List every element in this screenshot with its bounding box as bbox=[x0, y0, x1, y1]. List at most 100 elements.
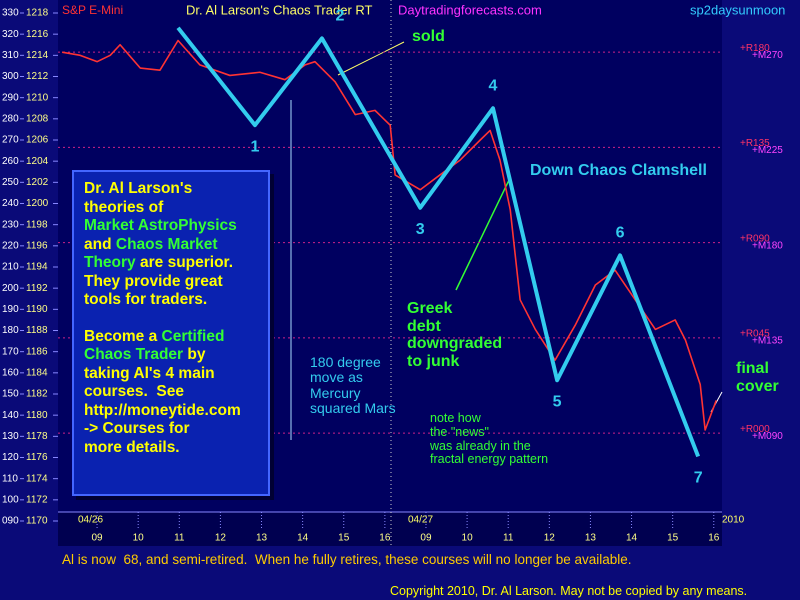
y-tick-label: 1210 bbox=[26, 92, 49, 103]
y-tick-label: 1182 bbox=[26, 389, 48, 400]
info-text: taking Al's 4 main bbox=[84, 364, 215, 382]
annotation: Greek debt downgraded to junk bbox=[407, 300, 503, 370]
y2-tick-label: 120 bbox=[2, 452, 19, 463]
info-text: Dr. Al Larson's bbox=[84, 180, 193, 197]
instrument: S&P E-Mini bbox=[62, 3, 123, 17]
y-tick-label: 1190 bbox=[26, 304, 48, 315]
level-m-label: +M270 bbox=[752, 50, 783, 61]
info-text: Chaos Trader bbox=[84, 346, 184, 363]
y2-tick-label: 210 bbox=[2, 262, 19, 273]
info-text: are superior. bbox=[135, 254, 234, 271]
sold-pointer bbox=[337, 41, 405, 76]
level-r-label: +R180 bbox=[740, 43, 770, 54]
price-line bbox=[61, 39, 717, 431]
info-line: They provide great bbox=[84, 273, 258, 292]
y-tick-label: 1194 bbox=[26, 262, 48, 273]
y-tick-label: 1172 bbox=[26, 494, 48, 505]
info-text: and bbox=[84, 235, 116, 253]
info-text: Become a bbox=[84, 327, 162, 345]
y-tick-label: 1208 bbox=[26, 113, 49, 124]
x-tick-label: 11 bbox=[174, 533, 185, 544]
y2-tick-label: 310 bbox=[2, 50, 19, 61]
level-m-label: +M090 bbox=[752, 431, 783, 442]
y2-tick-label: 300 bbox=[2, 71, 19, 82]
y2-tick-label: 330 bbox=[2, 8, 19, 19]
level-r-label: +R045 bbox=[740, 329, 770, 340]
info-line: courses. See bbox=[84, 383, 258, 402]
y-tick-label: 1186 bbox=[26, 346, 48, 357]
y2-tick-label: 200 bbox=[2, 283, 19, 294]
info-line: Theory are superior. bbox=[84, 254, 258, 273]
x-tick-label: 14 bbox=[297, 533, 309, 544]
y-tick-label: 1184 bbox=[26, 367, 48, 378]
info-line: http://moneytide.com bbox=[84, 402, 258, 421]
info-text: http://moneytide.com bbox=[84, 401, 241, 419]
y-tick-label: 1200 bbox=[26, 198, 49, 209]
info-text: courses. See bbox=[84, 383, 184, 400]
y2-tick-label: 130 bbox=[2, 431, 19, 442]
y2-tick-label: 150 bbox=[2, 389, 19, 400]
annotation: final cover bbox=[736, 360, 779, 395]
y2-tick-label: 140 bbox=[2, 410, 19, 421]
info-text: theories of bbox=[84, 198, 164, 216]
y2-tick-label: 320 bbox=[2, 29, 19, 40]
info-line: Chaos Trader by bbox=[84, 346, 258, 365]
y-tick-label: 1216 bbox=[26, 29, 49, 40]
info-paragraph: Dr. Al Larson's theories of Market AstroPh… bbox=[84, 180, 258, 310]
pivot-label: 2 bbox=[336, 8, 345, 25]
info-line: -> Courses for bbox=[84, 420, 258, 439]
y-tick-label: 1174 bbox=[26, 473, 48, 484]
info-text: tools for traders. bbox=[84, 291, 208, 308]
pivot-label: 5 bbox=[553, 393, 562, 410]
pivot-label: 6 bbox=[616, 225, 625, 242]
y2-tick-label: 280 bbox=[2, 113, 19, 124]
y-tick-label: 1204 bbox=[26, 156, 49, 167]
x-axis-band bbox=[58, 512, 722, 546]
info-line: theories of bbox=[84, 199, 258, 218]
y2-tick-label: 100 bbox=[2, 494, 19, 505]
y2-tick-label: 240 bbox=[2, 198, 19, 209]
website: Daytradingforecasts.com bbox=[398, 2, 542, 17]
y-tick-label: 1212 bbox=[26, 71, 49, 82]
y-tick-label: 1176 bbox=[26, 452, 48, 463]
y2-tick-label: 180 bbox=[2, 325, 19, 336]
copyright: Copyright 2010, Dr. Al Larson. May not b… bbox=[390, 584, 748, 598]
y-tick-label: 1214 bbox=[26, 50, 49, 61]
info-text: Theory bbox=[84, 254, 136, 271]
y2-tick-label: 110 bbox=[2, 473, 18, 484]
x-tick-label: 09 bbox=[91, 533, 103, 544]
y-tick-label: 1178 bbox=[26, 431, 48, 442]
y-tick-label: 1198 bbox=[26, 219, 48, 230]
x-tick-label: 14 bbox=[626, 533, 638, 544]
level-m-label: +M180 bbox=[752, 240, 783, 251]
chart-title: Dr. Al Larson's Chaos Trader RT bbox=[186, 2, 373, 17]
x-tick-label: 10 bbox=[133, 533, 145, 544]
x-tick-label: 15 bbox=[338, 533, 350, 544]
level-r-label: +R135 bbox=[740, 138, 770, 149]
x-tick-label: 13 bbox=[256, 533, 268, 544]
x-tick-label: 13 bbox=[585, 533, 597, 544]
info-text: -> Courses for bbox=[84, 420, 190, 437]
annotation: note how the "news" was already in the f… bbox=[430, 411, 549, 467]
y2-tick-label: 220 bbox=[2, 240, 19, 251]
x-tick-label: 16 bbox=[379, 533, 391, 544]
y2-tick-label: 160 bbox=[2, 367, 19, 378]
y2-tick-label: 250 bbox=[2, 177, 19, 188]
date-label: 04/27 bbox=[408, 515, 433, 526]
pivot-label: 3 bbox=[416, 221, 425, 238]
info-line: Dr. Al Larson's bbox=[84, 180, 258, 199]
x-tick-label: 16 bbox=[708, 533, 720, 544]
info-box: Dr. Al Larson's theories of Market AstroPh… bbox=[72, 170, 270, 496]
y2-tick-label: 260 bbox=[2, 156, 19, 167]
y2-tick-label: 290 bbox=[2, 92, 19, 103]
x-tick-label: 15 bbox=[667, 533, 679, 544]
x-tick-label: 09 bbox=[420, 533, 432, 544]
level-m-label: +M135 bbox=[752, 336, 783, 347]
y-tick-label: 1202 bbox=[26, 177, 49, 188]
info-line: taking Al's 4 main bbox=[84, 365, 258, 384]
y2-tick-label: 090 bbox=[2, 516, 19, 527]
level-r-label: +R000 bbox=[740, 424, 770, 435]
x-tick-label: 10 bbox=[462, 533, 474, 544]
info-text: by bbox=[183, 346, 206, 363]
